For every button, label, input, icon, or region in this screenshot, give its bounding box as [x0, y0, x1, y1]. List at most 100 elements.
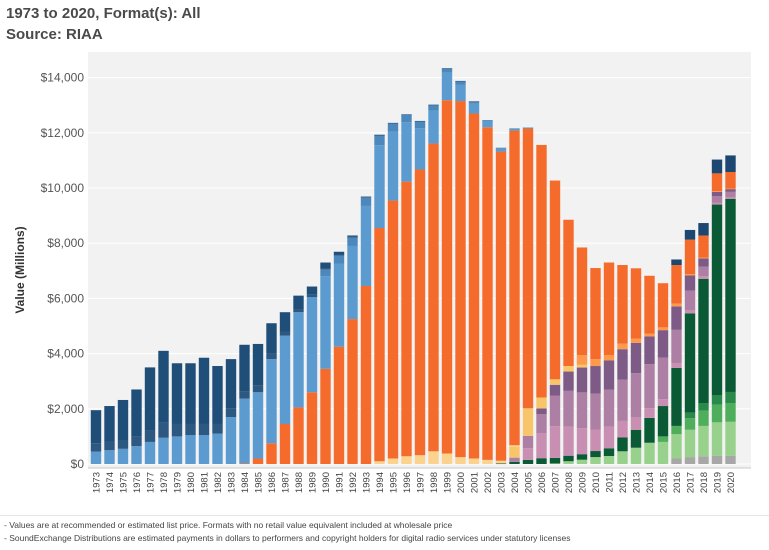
bar-segment[interactable]: [455, 80, 466, 82]
bar-segment[interactable]: [684, 274, 696, 276]
bar-stack-2009[interactable]: [576, 247, 588, 464]
bar-segment[interactable]: [333, 255, 345, 264]
bar-segment[interactable]: [347, 319, 358, 464]
bar-segment[interactable]: [347, 237, 358, 246]
bar-stack-1998[interactable]: [428, 104, 439, 464]
bar-segment[interactable]: [630, 342, 642, 374]
bar-segment[interactable]: [387, 131, 399, 201]
bar-segment[interactable]: [239, 391, 250, 399]
bar-segment[interactable]: [198, 435, 210, 464]
bar-segment[interactable]: [252, 458, 264, 464]
bar-segment[interactable]: [617, 420, 628, 438]
bar-segment[interactable]: [725, 189, 736, 192]
bar-segment[interactable]: [671, 259, 682, 265]
bar-segment[interactable]: [603, 360, 615, 390]
bar-segment[interactable]: [576, 355, 588, 365]
bar-segment[interactable]: [684, 429, 696, 458]
bar-segment[interactable]: [374, 135, 385, 146]
bar-segment[interactable]: [684, 412, 696, 419]
bar-segment[interactable]: [509, 445, 520, 447]
bar-stack-2006[interactable]: [536, 144, 547, 464]
bar-segment[interactable]: [684, 239, 696, 275]
bar-stack-2011[interactable]: [603, 262, 615, 464]
bar-segment[interactable]: [239, 398, 250, 464]
bar-segment[interactable]: [212, 423, 223, 434]
bar-segment[interactable]: [671, 306, 682, 330]
bar-segment[interactable]: [320, 368, 331, 464]
bar-segment[interactable]: [455, 81, 466, 85]
bar-segment[interactable]: [576, 454, 588, 460]
bar-segment[interactable]: [360, 205, 372, 286]
bar-segment[interactable]: [657, 330, 669, 358]
bar-segment[interactable]: [90, 410, 102, 444]
bar-segment[interactable]: [306, 392, 318, 464]
bar-segment[interactable]: [711, 404, 723, 423]
bar-stack-2019[interactable]: [711, 159, 723, 464]
bar-segment[interactable]: [347, 235, 358, 237]
bar-segment[interactable]: [225, 408, 237, 418]
bar-segment[interactable]: [441, 68, 453, 69]
bar-segment[interactable]: [590, 366, 601, 394]
bar-stack-1997[interactable]: [414, 120, 426, 464]
bar-segment[interactable]: [657, 406, 669, 437]
bar-segment[interactable]: [657, 357, 669, 400]
bar-stack-2002[interactable]: [482, 120, 493, 464]
bar-segment[interactable]: [225, 417, 237, 464]
bar-segment[interactable]: [252, 343, 264, 386]
bar-segment[interactable]: [684, 313, 696, 413]
bar-segment[interactable]: [131, 446, 142, 464]
bar-segment[interactable]: [698, 258, 709, 267]
bar-segment[interactable]: [522, 127, 534, 129]
bar-stack-1975[interactable]: [117, 399, 129, 464]
bar-segment[interactable]: [576, 367, 588, 393]
bar-segment[interactable]: [333, 251, 345, 255]
bar-segment[interactable]: [725, 188, 736, 190]
bar-segment[interactable]: [725, 191, 736, 198]
bar-segment[interactable]: [509, 457, 520, 462]
bar-segment[interactable]: [266, 323, 277, 354]
bar-stack-1981[interactable]: [198, 357, 210, 464]
bar-segment[interactable]: [698, 456, 709, 464]
bar-stack-1978[interactable]: [158, 350, 169, 464]
bar-stack-1992[interactable]: [347, 235, 358, 464]
bar-segment[interactable]: [198, 357, 210, 424]
bar-segment[interactable]: [536, 414, 547, 434]
bar-segment[interactable]: [617, 437, 628, 452]
bar-segment[interactable]: [630, 268, 642, 339]
bar-segment[interactable]: [522, 448, 534, 460]
bar-stack-1985[interactable]: [252, 343, 264, 464]
bar-segment[interactable]: [536, 144, 547, 398]
bar-segment[interactable]: [617, 379, 628, 421]
bar-segment[interactable]: [711, 455, 723, 464]
bar-segment[interactable]: [644, 336, 655, 365]
bar-segment[interactable]: [563, 455, 574, 462]
bar-segment[interactable]: [509, 130, 520, 446]
bar-segment[interactable]: [306, 297, 318, 393]
bar-segment[interactable]: [158, 437, 169, 464]
bar-segment[interactable]: [347, 245, 358, 320]
bar-stack-2018[interactable]: [698, 223, 709, 464]
bar-segment[interactable]: [617, 265, 628, 344]
bar-segment[interactable]: [401, 456, 412, 464]
bar-segment[interactable]: [482, 121, 493, 128]
bar-segment[interactable]: [711, 191, 723, 196]
bar-segment[interactable]: [293, 312, 304, 408]
bar-segment[interactable]: [158, 350, 169, 423]
bar-segment[interactable]: [279, 331, 291, 336]
bar-segment[interactable]: [684, 418, 696, 430]
bar-segment[interactable]: [698, 266, 709, 277]
bar-stack-1990[interactable]: [320, 262, 331, 464]
bar-segment[interactable]: [630, 373, 642, 418]
bar-stack-1977[interactable]: [144, 367, 156, 464]
bar-segment[interactable]: [333, 254, 345, 256]
bar-segment[interactable]: [698, 410, 709, 426]
bar-segment[interactable]: [630, 338, 642, 343]
bar-segment[interactable]: [590, 457, 601, 464]
bar-segment[interactable]: [657, 436, 669, 442]
bar-segment[interactable]: [509, 128, 520, 131]
bar-stack-2003[interactable]: [495, 147, 507, 465]
bar-segment[interactable]: [495, 148, 507, 152]
bar-segment[interactable]: [414, 169, 426, 456]
bar-segment[interactable]: [428, 143, 439, 452]
bar-segment[interactable]: [576, 428, 588, 455]
